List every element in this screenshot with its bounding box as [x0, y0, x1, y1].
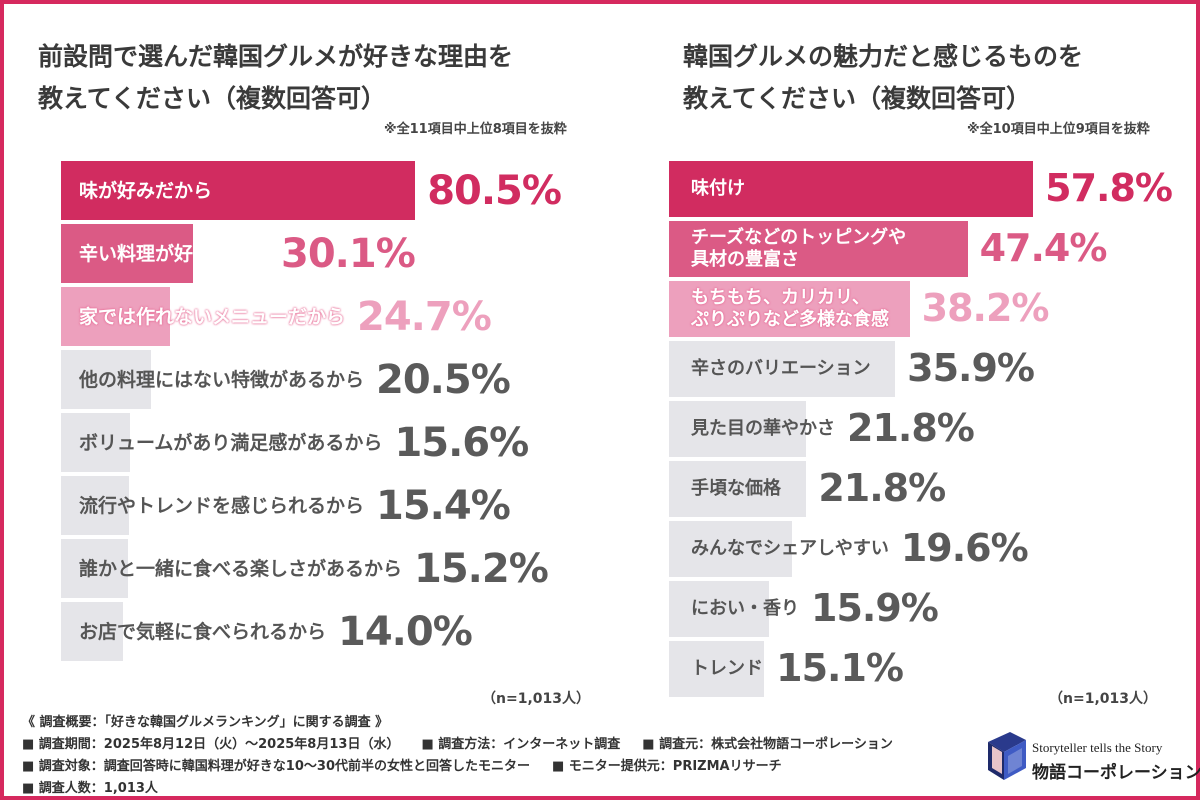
bar: [61, 287, 170, 346]
bar-label: トレンド: [691, 658, 763, 679]
bar-value-label: 21.8%: [847, 406, 975, 451]
bar-value-label: 14.0%: [338, 608, 473, 655]
survey-panel-provider: ■ モニター提供元：PRIZMAリサーチ: [552, 759, 782, 774]
bar: [669, 161, 1034, 217]
survey-overview-row: ■ 調査対象：調査回答時に韓国料理が好きな10〜30代前半の女性と回答したモニタ…: [22, 756, 893, 778]
survey-overview: 《 調査概要：「好きな韓国グルメランキング」に関する調査 》 ■ 調査期間：20…: [22, 712, 893, 800]
bar-label: みんなでシェアしやすい: [691, 538, 889, 559]
bar: [669, 401, 807, 457]
bar-value-label: 80.5%: [427, 167, 562, 214]
bar-label: 辛さのバリエーション: [691, 358, 871, 379]
bar-value-label: 57.8%: [1045, 166, 1173, 211]
bar: [61, 224, 194, 283]
bar-label: 味が好みだから: [79, 179, 213, 202]
bar-label: ボリュームがあり満足感があるから: [79, 431, 383, 454]
bar: [61, 476, 129, 535]
bar: [61, 350, 152, 409]
bar-value-label: 47.4%: [979, 226, 1108, 271]
bar-value-label: 15.9%: [811, 586, 939, 631]
survey-organizer: ■ 調査元：株式会社物語コーポレーション: [642, 737, 893, 752]
bar-label: 味付け: [691, 178, 745, 199]
bar: [669, 581, 770, 637]
bar-value-label: 15.6%: [394, 419, 529, 466]
right-sample-size: （n=1,013人）: [1049, 691, 1157, 707]
bar-label: におい・香り: [691, 598, 799, 619]
bar-label: 他の料理にはない特徴があるから: [79, 368, 365, 391]
bar-label: チーズなどのトッピングや 具材の豊富さ: [691, 227, 907, 270]
bar: [61, 539, 128, 598]
company-logo: Storyteller tells the Story 物語コーポレーション: [984, 724, 1200, 788]
bar-label: 見た目の華やかさ: [691, 418, 835, 439]
bar-value-label: 15.4%: [376, 482, 511, 529]
logo-company-name: 物語コーポレーション: [1032, 763, 1200, 783]
left-sample-size: （n=1,013人）: [482, 691, 590, 707]
survey-period: ■ 調査期間：2025年8月12日（火）〜2025年8月13日（水）: [22, 737, 400, 752]
bar: [669, 521, 793, 577]
bar: [669, 461, 807, 517]
right-question-title-line1: 韓国グルメの魅力だと感じるものを: [683, 42, 1084, 71]
bar: [669, 281, 910, 337]
bar: [61, 161, 416, 220]
bar-label: お店で気軽に食べられるから: [79, 620, 327, 643]
logo-tagline: Storyteller tells the Story: [1032, 740, 1163, 755]
bar-value-label: 35.9%: [907, 346, 1035, 391]
bar: [669, 641, 765, 697]
left-selection-note: ※全11項目中上位8項目を抜粋: [384, 122, 567, 137]
survey-overview-heading: 《 調査概要：「好きな韓国グルメランキング」に関する調査 》: [22, 715, 389, 730]
left-question-title-line1: 前設問で選んだ韓国グルメが好きな理由を: [38, 42, 514, 71]
bar-value-label: 24.7%: [357, 293, 492, 340]
survey-overview-row: ■ 調査期間：2025年8月12日（火）〜2025年8月13日（水） ■ 調査方法…: [22, 734, 893, 756]
bar-label: もちもち、カリカリ、 ぷりぷりなど多様な食感: [691, 287, 889, 330]
bar: [61, 413, 130, 472]
bar-value-label: 15.1%: [776, 646, 904, 691]
bar: [669, 341, 896, 397]
left-question-title-line2: 教えてください（複数回答可）: [38, 84, 387, 113]
bar: [61, 602, 123, 661]
survey-respondent-count: ■ 調査人数：1,013人: [22, 781, 158, 796]
bar: [669, 221, 968, 277]
bar-label: 家では作れないメニューだから: [79, 305, 346, 328]
book-logo-icon: [988, 732, 1026, 780]
bar-label: 辛い料理が好きだから: [79, 242, 270, 265]
survey-target: ■ 調査対象：調査回答時に韓国料理が好きな10〜30代前半の女性と回答したモニタ…: [22, 759, 530, 774]
survey-method: ■ 調査方法：インターネット調査: [421, 737, 621, 752]
bar-value-label: 20.5%: [376, 356, 511, 403]
bar-value-label: 19.6%: [900, 526, 1029, 571]
bar-value-label: 30.1%: [281, 230, 416, 277]
bar-label: 誰かと一緒に食べる楽しさがあるから: [79, 557, 403, 580]
bar-value-label: 38.2%: [921, 286, 1050, 331]
bar-label: 手頃な価格: [691, 478, 781, 499]
right-question-title-line2: 教えてください（複数回答可）: [683, 84, 1032, 113]
right-selection-note: ※全10項目中上位9項目を抜粋: [967, 122, 1150, 137]
bar-value-label: 21.8%: [818, 466, 946, 511]
bar-value-label: 15.2%: [414, 545, 549, 592]
bar-label: 流行やトレンドを感じられるから: [79, 494, 365, 517]
